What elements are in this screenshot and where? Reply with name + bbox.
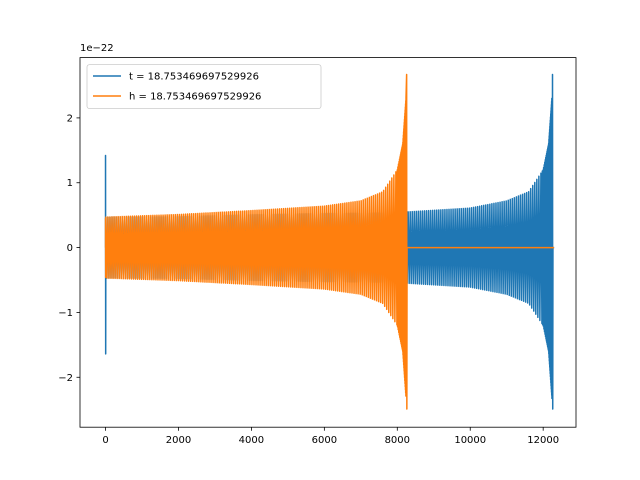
legend-label: t = 18.753469697529926 <box>129 72 259 83</box>
series-layer <box>104 73 555 410</box>
x-tick-label: 2000 <box>166 435 191 446</box>
y-tick-label: 2 <box>67 113 73 124</box>
legend: t = 18.753469697529926 h = 18.75346969752… <box>86 64 322 109</box>
y-axis: −2 −1 0 1 2 <box>58 113 80 384</box>
x-tick-label: 10000 <box>454 435 486 446</box>
legend-box <box>86 64 322 109</box>
x-tick-label: 8000 <box>385 435 410 446</box>
series-line <box>104 73 555 410</box>
x-tick-label: 6000 <box>312 435 337 446</box>
legend-label: h = 18.753469697529926 <box>129 92 261 103</box>
y-tick-label: 1 <box>67 178 73 189</box>
x-tick-label: 12000 <box>527 435 559 446</box>
x-axis: 0 2000 4000 6000 8000 10000 12000 <box>102 427 559 446</box>
y-tick-label: −2 <box>58 373 73 384</box>
plot-frame <box>79 57 577 428</box>
y-tick-label: 0 <box>67 243 73 254</box>
series-h <box>104 73 555 410</box>
y-offset-label: 1e−22 <box>80 43 114 54</box>
x-tick-label: 4000 <box>239 435 264 446</box>
y-tick-label: −1 <box>58 308 73 319</box>
x-tick-label: 0 <box>102 435 108 446</box>
